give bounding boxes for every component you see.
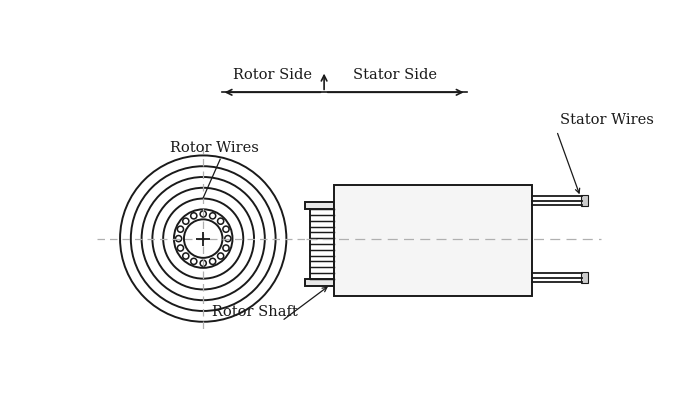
Text: Rotor Shaft: Rotor Shaft — [212, 304, 298, 319]
Text: Rotor Wires: Rotor Wires — [170, 141, 259, 156]
Bar — [580, 195, 588, 206]
Bar — [305, 279, 334, 286]
Bar — [580, 272, 588, 283]
Bar — [305, 202, 334, 209]
Text: Stator Side: Stator Side — [354, 68, 438, 82]
Text: Stator Wires: Stator Wires — [561, 113, 654, 127]
Text: Rotor Side: Rotor Side — [233, 68, 312, 82]
Bar — [334, 185, 532, 296]
